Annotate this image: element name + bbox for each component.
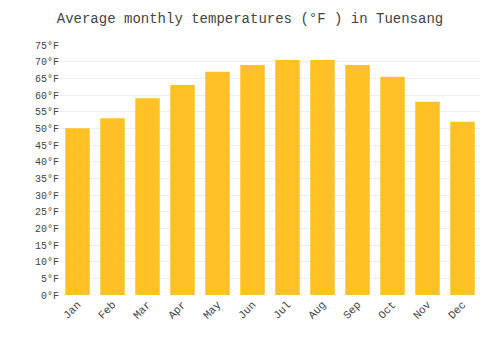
svg-text:Nov: Nov bbox=[411, 299, 434, 322]
svg-text:Dec: Dec bbox=[446, 299, 468, 321]
svg-text:60°F: 60°F bbox=[35, 91, 59, 102]
svg-text:Oct: Oct bbox=[376, 299, 398, 321]
svg-text:65°F: 65°F bbox=[35, 74, 59, 85]
svg-text:Jul: Jul bbox=[271, 299, 293, 321]
svg-text:Sep: Sep bbox=[341, 299, 363, 321]
svg-text:Feb: Feb bbox=[96, 299, 118, 321]
svg-text:35°F: 35°F bbox=[35, 174, 59, 185]
svg-text:55°F: 55°F bbox=[35, 107, 59, 118]
svg-text:70°F: 70°F bbox=[35, 57, 59, 68]
svg-text:25°F: 25°F bbox=[35, 207, 59, 218]
svg-text:Aug: Aug bbox=[306, 299, 328, 321]
svg-text:Jan: Jan bbox=[61, 299, 83, 321]
svg-text:50°F: 50°F bbox=[35, 124, 59, 135]
svg-text:Average monthly temperatures (: Average monthly temperatures (°F ) in Tu… bbox=[57, 11, 443, 27]
svg-text:20°F: 20°F bbox=[35, 224, 59, 235]
svg-text:75°F: 75°F bbox=[35, 41, 59, 52]
svg-text:0°F: 0°F bbox=[41, 291, 59, 302]
svg-text:Apr: Apr bbox=[166, 299, 188, 321]
svg-text:45°F: 45°F bbox=[35, 141, 59, 152]
svg-text:40°F: 40°F bbox=[35, 157, 59, 168]
svg-text:Mar: Mar bbox=[131, 299, 153, 321]
svg-text:Jun: Jun bbox=[236, 299, 258, 321]
svg-text:5°F: 5°F bbox=[41, 274, 59, 285]
svg-text:15°F: 15°F bbox=[35, 241, 59, 252]
svg-text:May: May bbox=[201, 299, 224, 322]
svg-text:30°F: 30°F bbox=[35, 191, 59, 202]
svg-text:10°F: 10°F bbox=[35, 257, 59, 268]
